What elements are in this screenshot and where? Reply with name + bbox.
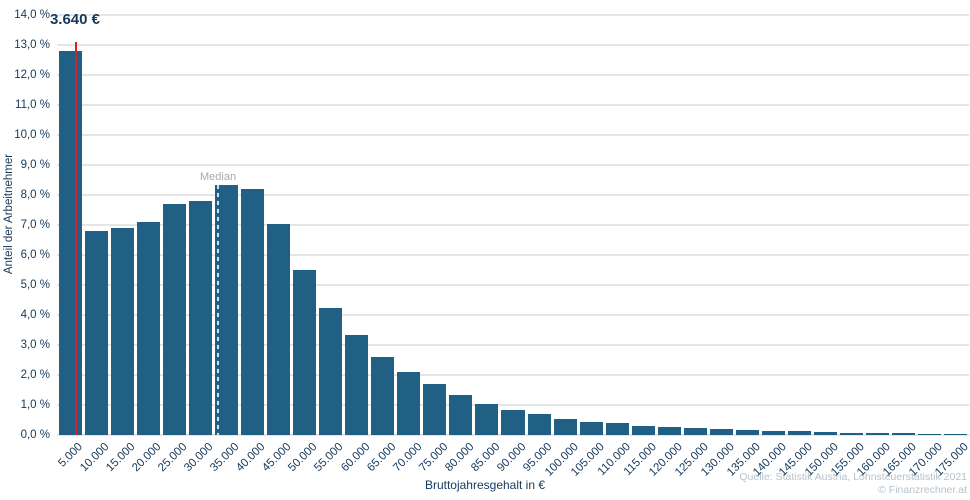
y-tick-label: 13,0 % xyxy=(14,39,50,51)
bar[interactable] xyxy=(788,431,812,435)
gridline xyxy=(57,404,969,406)
gridline xyxy=(57,224,969,226)
y-tick-label: 2,0 % xyxy=(20,369,50,381)
bar[interactable] xyxy=(475,403,499,435)
y-tick-label: 6,0 % xyxy=(20,249,50,261)
bar[interactable] xyxy=(553,418,577,435)
bar[interactable] xyxy=(501,409,525,435)
y-tick-label: 1,0 % xyxy=(20,399,50,411)
bar[interactable] xyxy=(840,432,864,435)
bar[interactable] xyxy=(762,431,786,435)
bar[interactable] xyxy=(579,421,603,435)
y-tick-label: 4,0 % xyxy=(20,309,50,321)
bar[interactable] xyxy=(866,432,890,435)
bar[interactable] xyxy=(136,222,160,435)
y-tick-label: 8,0 % xyxy=(20,189,50,201)
gridline xyxy=(57,254,969,256)
gridline xyxy=(57,434,969,436)
bar[interactable] xyxy=(319,307,343,435)
bar[interactable] xyxy=(527,414,551,435)
gridline xyxy=(57,14,969,16)
median-label: Median xyxy=(200,171,237,183)
y-tick-label: 12,0 % xyxy=(14,69,50,81)
bar[interactable] xyxy=(58,51,82,435)
bar[interactable] xyxy=(944,434,968,435)
copyright-line: © Finanzrechner.at xyxy=(878,483,967,496)
gridline xyxy=(57,164,969,166)
gridline xyxy=(57,374,969,376)
gridline xyxy=(57,134,969,136)
bar[interactable] xyxy=(214,184,238,435)
median-line xyxy=(217,184,220,435)
bar[interactable] xyxy=(240,189,264,435)
y-tick-label: 0,0 % xyxy=(20,429,50,441)
y-tick-label: 3,0 % xyxy=(20,339,50,351)
salary-marker-label: 3.640 € xyxy=(49,11,100,28)
gridline xyxy=(57,314,969,316)
bar[interactable] xyxy=(709,429,733,435)
bar[interactable] xyxy=(371,357,395,435)
salary-marker-line: 3.640 € xyxy=(50,11,100,435)
bar[interactable] xyxy=(735,430,760,435)
chart-source: Quelle: Statistik Austria, Lohnsteuersta… xyxy=(739,471,967,496)
bar[interactable] xyxy=(345,334,369,435)
x-tick-label: 15.000 xyxy=(104,440,138,475)
bar[interactable] xyxy=(918,433,942,435)
bar[interactable] xyxy=(84,231,108,435)
y-tick-label: 5,0 % xyxy=(20,279,50,291)
x-tick-label: 25.000 xyxy=(156,440,190,475)
y-tick-label: 14,0 % xyxy=(14,9,50,21)
gridline xyxy=(57,44,969,46)
bar[interactable] xyxy=(397,372,421,435)
gridline xyxy=(57,74,969,76)
bar[interactable] xyxy=(188,201,212,435)
source-line: Quelle: Statistik Austria, Lohnsteuersta… xyxy=(739,471,967,483)
x-tick-label: 20.000 xyxy=(130,440,164,475)
bar[interactable] xyxy=(266,223,290,435)
bar[interactable] xyxy=(892,433,916,435)
bar[interactable] xyxy=(449,394,473,435)
bar[interactable] xyxy=(293,270,317,435)
bar[interactable] xyxy=(814,432,838,435)
bar[interactable] xyxy=(110,228,134,435)
y-tick-label: 11,0 % xyxy=(15,99,50,111)
gridline xyxy=(57,194,969,196)
x-axis-title: Bruttojahresgehalt in € xyxy=(424,478,546,492)
bar[interactable] xyxy=(162,204,186,435)
gridline xyxy=(57,284,969,286)
gridline xyxy=(57,104,969,106)
bar[interactable] xyxy=(657,426,681,435)
bar[interactable] xyxy=(683,428,707,435)
bar[interactable] xyxy=(631,426,655,435)
x-tick-label: 10.000 xyxy=(78,440,112,475)
y-tick-label: 10,0 % xyxy=(14,129,50,141)
gridline xyxy=(57,344,969,346)
bar[interactable] xyxy=(605,423,629,435)
y-tick-label: 7,0 % xyxy=(20,219,50,231)
plot-area: 3.640 € Median xyxy=(50,11,969,436)
x-tick-label: 55.000 xyxy=(312,440,346,475)
x-tick-label: 60.000 xyxy=(338,440,372,475)
bar[interactable] xyxy=(423,384,447,435)
y-tick-label: 9,0 % xyxy=(20,159,50,171)
